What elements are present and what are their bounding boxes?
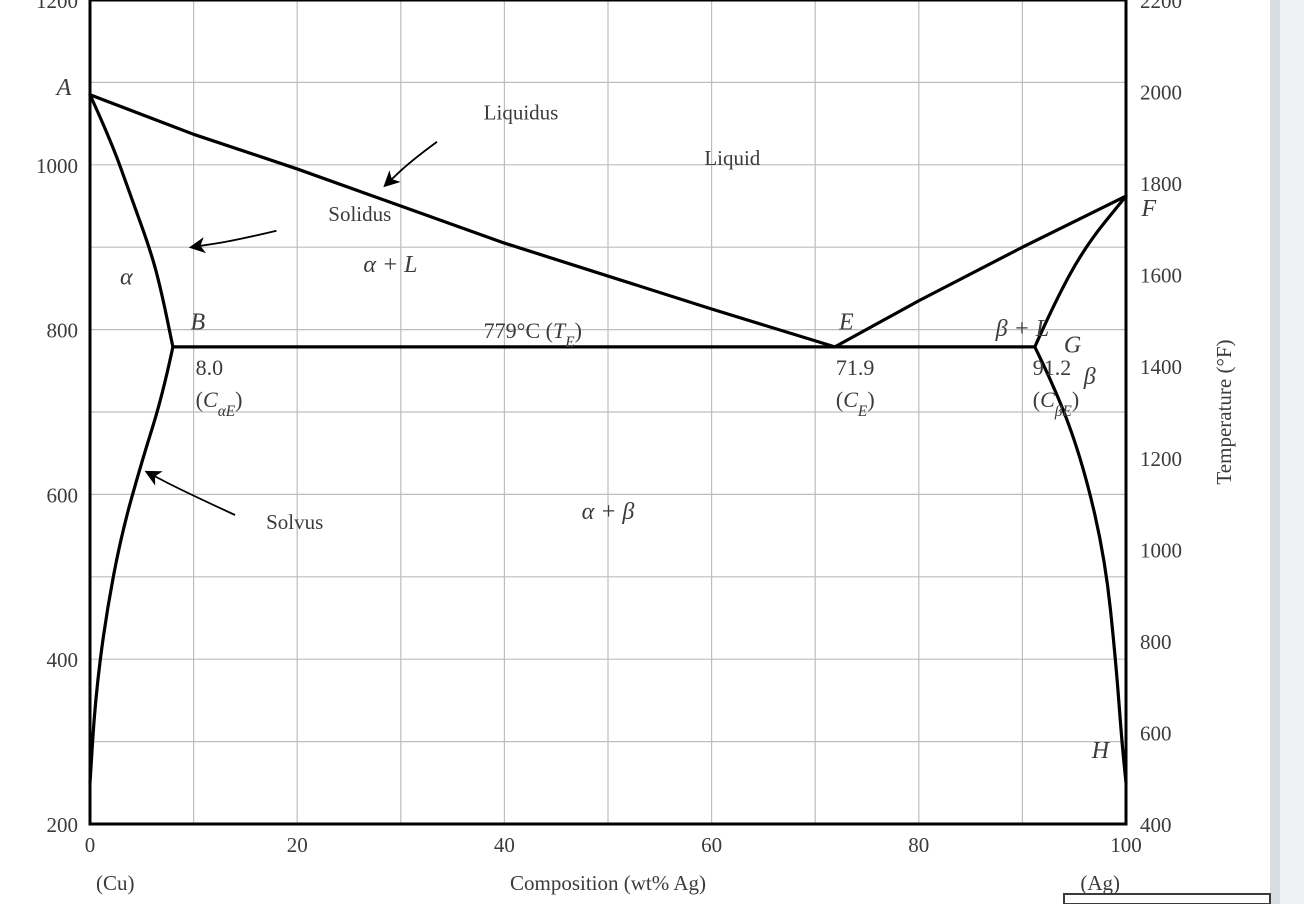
y-right-tick-label: 1400: [1140, 355, 1182, 379]
x-tick-label: 80: [908, 833, 929, 857]
y-right-tick-label: 1200: [1140, 447, 1182, 471]
y-right-tick-label: 2000: [1140, 81, 1182, 105]
y-left-tick-label: 1200: [36, 0, 78, 13]
x-tick-label: 0: [85, 833, 96, 857]
chart-canvas: Liquidus Solidus Solvus Liquid α α + L β + L β α…: [0, 0, 1304, 904]
y-right-tick-label: 800: [1140, 630, 1172, 654]
point-label-H: H: [1091, 738, 1111, 764]
x-axis-right-end-label: (Ag): [1080, 871, 1120, 895]
x-tick-label: 100: [1110, 833, 1142, 857]
phase-diagram-chart: Liquidus Solidus Solvus Liquid α α + L β + L β α…: [0, 0, 1304, 904]
y-left-tick-label: 1000: [36, 154, 78, 178]
point-label-E: E: [838, 310, 854, 336]
x-tick-label: 60: [701, 833, 722, 857]
liquidus-label: Liquidus: [484, 100, 559, 124]
solvus-label: Solvus: [266, 510, 323, 534]
y-right-tick-label: 600: [1140, 721, 1172, 745]
y-left-tick-label: 600: [47, 483, 79, 507]
region-label: α + L: [363, 252, 417, 278]
y-right-tick-label: 1800: [1140, 172, 1182, 196]
x-tick-label: 20: [287, 833, 308, 857]
y-right-tick-label: 400: [1140, 813, 1172, 837]
x-axis-left-end-label: (Cu): [96, 871, 135, 895]
x-axis-label: Composition (wt% Ag): [510, 871, 706, 895]
region-label: Liquid: [704, 146, 760, 170]
y-right-tick-label: 1000: [1140, 538, 1182, 562]
region-label: α: [120, 264, 133, 290]
y-right-tick-label: 1600: [1140, 264, 1182, 288]
y-left-tick-label: 400: [47, 648, 79, 672]
page-edge-shadow: [1270, 0, 1280, 904]
page-margin: [1280, 0, 1304, 904]
region-label: α + β: [582, 499, 635, 525]
point-label-F: F: [1141, 196, 1157, 222]
composition-value: 91.2: [1033, 355, 1072, 380]
solidus-label: Solidus: [328, 202, 391, 226]
y-left-tick-label: 800: [47, 319, 79, 343]
point-label-A: A: [55, 75, 72, 101]
x-tick-label: 40: [494, 833, 515, 857]
composition-value: 8.0: [196, 355, 224, 380]
region-label: β: [1083, 364, 1096, 390]
y-right-axis-label: Temperature (°F): [1212, 339, 1236, 484]
region-label: β + L: [995, 316, 1050, 342]
point-label-B: B: [190, 310, 205, 336]
composition-value: 71.9: [836, 355, 875, 380]
y-right-tick-label: 2200: [1140, 0, 1182, 13]
y-left-tick-label: 200: [47, 813, 79, 837]
